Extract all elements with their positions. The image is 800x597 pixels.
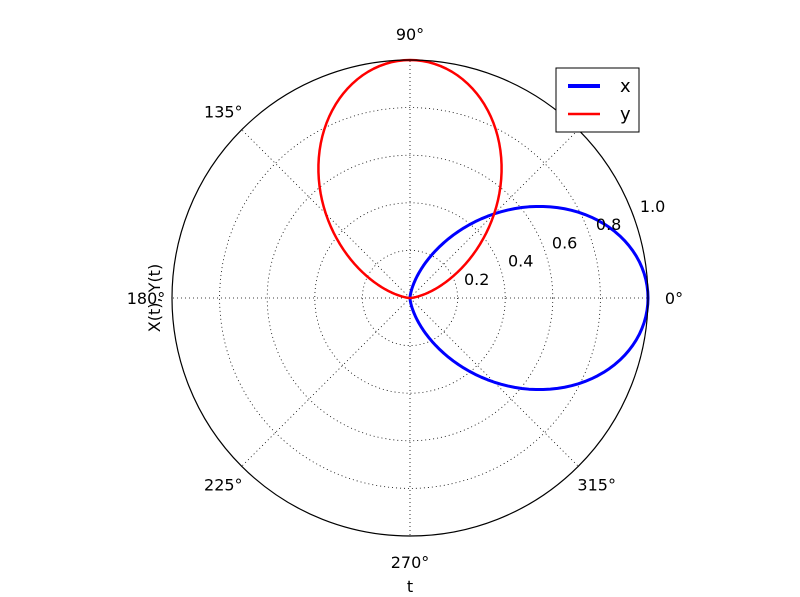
theta-tick-label: 135° [204,102,243,121]
r-tick-label: 0.8 [596,215,621,234]
legend-label-y: y [620,104,631,125]
angular-grid-line [241,297,411,467]
r-tick-label: 0.4 [508,252,533,271]
theta-tick-label: 180° [127,289,166,308]
tick-labels: 0°45°90°135°180°225°270°315°0.20.40.60.8… [127,25,683,572]
r-tick-label: 0.2 [464,270,489,289]
radial-grid-circle [266,154,554,442]
radial-grid-circle [361,249,458,346]
theta-tick-label: 0° [665,289,683,308]
legend-label-x: x [620,76,631,97]
theta-tick-label: 315° [577,476,616,495]
radial-grid-circle [219,107,601,489]
x-axis-label: t [407,577,413,596]
radial-grid-circle [314,202,506,394]
theta-tick-label: 90° [396,25,424,44]
legend: xy [555,67,640,133]
legend-box [555,67,640,133]
series-line-y [317,58,503,300]
r-tick-label: 0.6 [552,233,577,252]
polar-frame [171,59,649,537]
theta-tick-label: 225° [204,476,243,495]
r-tick-label: 1.0 [640,197,665,216]
grid [172,60,648,536]
y-axis-label: X(t), Y(t) [145,264,164,332]
theta-tick-label: 270° [391,553,430,572]
